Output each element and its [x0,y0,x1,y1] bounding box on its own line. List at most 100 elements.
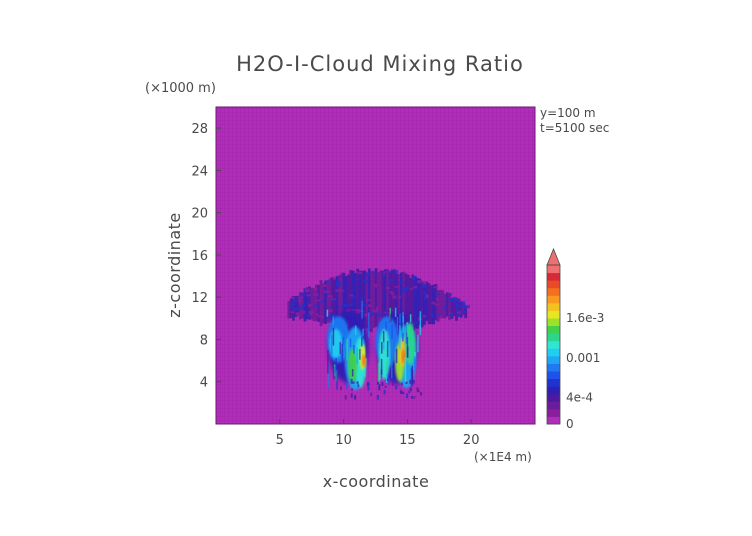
anvil-cell [333,279,337,326]
anvil-cell [386,269,390,328]
anvil-speck [354,278,359,281]
anvil-speck [449,298,454,303]
core-streak [391,339,393,352]
anvil-speck [341,271,345,274]
anvil-speck [422,316,426,319]
core-streak [382,330,385,343]
anvil-cell [308,286,311,320]
anvil-speck [290,311,295,314]
anvil-speck [384,310,389,313]
base-speck [384,385,387,388]
colorbar-segment [547,287,560,296]
anvil-cell [411,274,415,330]
core-streak [402,316,405,335]
anvil-speck [465,305,470,308]
core-streak [419,311,422,335]
base-speck [381,382,384,387]
colorbar-extend-arrow [546,247,561,266]
anvil-cell [326,280,330,323]
base-speck [395,385,398,390]
anvil-speck [365,299,372,302]
anvil-speck [327,315,332,319]
anvil-speck [338,305,343,308]
anvil-cell [425,281,429,321]
y-tick-label: 12 [191,291,208,306]
colorbar-segment [547,310,560,319]
anvil-cell [413,277,417,329]
anvil-speck [454,298,460,303]
anvil-speck [442,297,446,300]
anvil-cell [459,300,463,318]
core-streak [336,371,338,390]
colorbar-tick-label: 1.6e-3 [566,311,604,325]
anvil-speck [291,302,295,306]
base-speck [356,381,359,384]
core-streak [386,341,389,358]
anvil-speck [317,296,321,299]
anvil-speck [417,280,422,284]
anvil-speck [412,276,416,280]
base-speck [378,383,381,387]
base-speck [376,394,379,400]
anvil-speck [453,302,457,304]
anvil-speck [290,296,296,299]
core-streak [386,358,388,371]
anvil-speck [388,279,393,282]
core-streak [409,314,412,323]
colorbar-segment [547,386,560,395]
core-streak [351,369,354,377]
anvil-cell [372,272,376,328]
anvil-speck [460,304,466,307]
anvil-speck [304,288,310,292]
core-streak [414,351,416,359]
annotation-t: t=5100 sec [540,121,609,135]
anvil-speck [376,306,379,310]
anvil-cell [381,270,385,328]
anvil-speck [430,314,434,318]
core-streak [410,367,413,390]
base-speck [405,381,408,384]
anvil-speck [457,315,461,318]
core-streak [346,382,348,390]
anvil-speck [452,297,458,300]
anvil-speck [462,302,466,306]
y-tick-label: 8 [200,333,208,348]
base-speck [386,378,389,382]
anvil-speck [425,294,429,298]
core-streak [413,322,416,331]
anvil-cell [418,278,422,326]
anvil-speck [414,322,417,325]
anvil-speck [307,314,311,317]
anvil-speck [438,314,441,316]
core-streak [356,347,358,364]
anvil-cell [312,288,316,322]
anvil-speck [402,289,406,293]
anvil-speck [458,300,462,303]
anvil-cell [321,283,325,324]
anvil-cell [388,271,392,327]
x-axis-label: x-coordinate [323,472,430,491]
colorbar: 0 4e-4 0.001 1.6e-3 [546,247,604,431]
core-streak [341,343,344,362]
y-tick-label: 28 [191,122,208,137]
core-streak [394,307,397,317]
anvil-cell [356,268,360,329]
cloud-field [287,268,470,400]
core-streak [379,360,381,381]
anvil-speck [376,313,382,317]
anvil-speck [439,315,443,319]
anvil-cell [377,272,380,333]
core-streak [395,348,398,364]
anvil-speck [370,313,375,316]
anvil-speck [327,309,333,312]
anvil-cell [397,274,401,330]
colorbar-segment [547,348,560,357]
chart-title: H2O-I-Cloud Mixing Ratio [236,52,524,76]
anvil-speck [422,314,426,318]
base-speck [354,395,357,400]
anvil-speck [371,311,377,314]
anvil-speck [351,309,355,312]
y-tick-label: 16 [191,249,208,264]
anvil-speck [394,286,400,288]
y-tick-label: 24 [191,164,208,179]
